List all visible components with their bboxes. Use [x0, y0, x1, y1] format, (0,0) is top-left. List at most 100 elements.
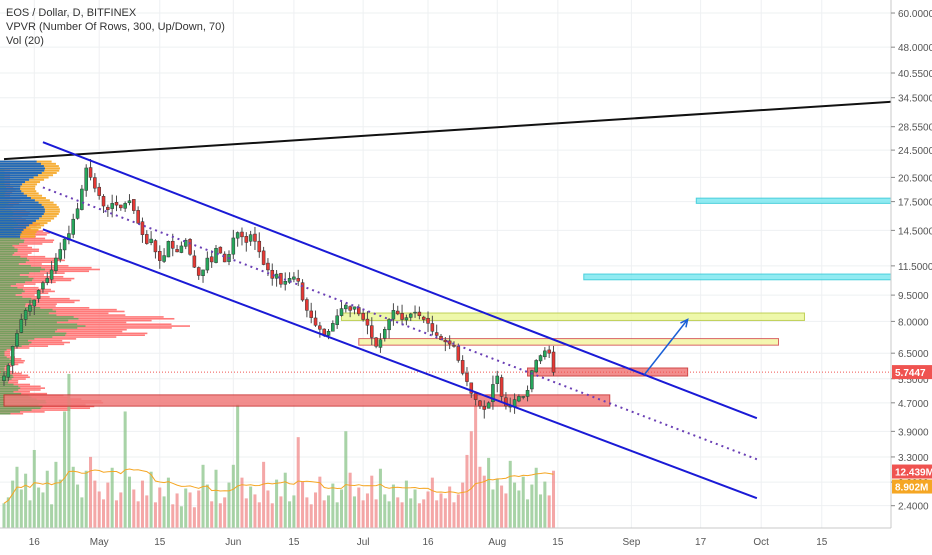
volume-profile-down — [0, 389, 41, 391]
candle-body — [478, 400, 482, 407]
volume-profile-up — [0, 257, 27, 260]
price-axis[interactable]: 60.0000 48.0000 40.5500 34.5000 28.5500 24.50… — [890, 0, 932, 550]
volume-bar — [301, 481, 305, 528]
price-tick-label: 60.0000 — [898, 9, 932, 20]
volume-profile-up — [0, 221, 17, 223]
legend: EOS / Dollar, D, BITFINEX VPVR (Number O… — [6, 6, 225, 48]
candles — [2, 158, 556, 419]
candle-body — [175, 249, 179, 253]
volume-bar — [283, 472, 287, 528]
volume-bar — [58, 479, 62, 528]
volume-profile-up — [0, 391, 14, 393]
volume-profile-down — [0, 193, 10, 196]
volume-profile-down — [0, 328, 127, 331]
volume-profile-down — [0, 184, 10, 187]
symbol-title[interactable]: EOS / Dollar, D, BITFINEX — [6, 7, 137, 19]
candle-body — [344, 304, 348, 310]
volume-profile-down — [0, 381, 19, 384]
candle-body — [408, 313, 413, 318]
vpvr-indicator-label[interactable]: VPVR (Number Of Rows, 300, Up/Down, 70) — [6, 21, 225, 33]
volume-profile-down — [0, 339, 63, 342]
candle-body — [41, 282, 45, 290]
volume-profile-up — [0, 275, 29, 278]
volume-profile-down — [0, 378, 26, 380]
volume-bar — [521, 476, 525, 528]
volume-profile-down — [0, 316, 164, 318]
candle-body — [32, 299, 37, 307]
candle-body — [62, 238, 67, 251]
volume-profile-down — [0, 279, 72, 282]
candle-body — [119, 204, 123, 209]
volume-bar — [378, 468, 382, 528]
channel-midline — [42, 186, 758, 461]
resistance-zone-cyan-upper — [695, 197, 905, 204]
volume-profile-up — [0, 363, 9, 366]
volume-profile-down — [0, 270, 90, 273]
candle-body — [421, 316, 426, 320]
candle-body — [153, 240, 158, 253]
volume-profile-down — [0, 286, 39, 289]
volume-bar — [214, 469, 218, 528]
volume-profile-high-up — [0, 197, 31, 200]
volume-profile-down — [0, 317, 175, 320]
candle-body — [283, 281, 288, 285]
volume-profile-up — [0, 372, 10, 375]
trendline-black — [3, 100, 892, 161]
volume-profile-up — [0, 307, 41, 309]
volume-profile-up — [0, 310, 57, 313]
volume-profile-up — [0, 352, 5, 355]
candle-body — [339, 308, 344, 316]
zone-yellow-upper — [340, 312, 805, 321]
volume-bar — [469, 431, 473, 528]
volume-profile-up — [0, 412, 11, 415]
volume-profile-down — [0, 343, 65, 346]
volume-profile-down — [0, 244, 28, 247]
volume-profile-down — [0, 265, 69, 267]
volume-profile-high-up — [0, 217, 40, 220]
volume-profile-high-up — [0, 208, 45, 211]
candle-body — [404, 317, 409, 321]
volume-bar — [288, 501, 292, 528]
candle-body — [266, 262, 270, 271]
volume-bar — [318, 476, 322, 528]
price-tick-label: 5.5000 — [898, 375, 929, 386]
volume-bars — [2, 373, 556, 528]
candle-body — [499, 377, 504, 397]
candle-body — [253, 233, 257, 242]
price-tick-label: 6.5000 — [898, 349, 929, 360]
volume-bar — [80, 497, 84, 528]
volume-bar — [106, 482, 110, 528]
volume-profile-up — [0, 343, 29, 346]
volume-bar — [71, 466, 75, 528]
time-tick-label: 15 — [816, 537, 828, 548]
volume-bar — [67, 373, 71, 528]
volume-profile-up — [0, 202, 9, 205]
volume-bar — [11, 480, 15, 528]
volume-profile-up — [0, 347, 14, 349]
volume-bar — [37, 487, 41, 528]
candle-body — [530, 370, 534, 390]
volume-profile-down — [0, 347, 30, 349]
volume-profile-down — [0, 305, 56, 307]
time-axis[interactable]: 16 May 15 Jun 15 Jul 16 Aug 15 Sep 17 Oct 15 — [0, 527, 891, 548]
candle-body — [357, 307, 361, 315]
volume-profile-down — [0, 321, 127, 324]
volume-indicator-label[interactable]: Vol (20) — [6, 35, 44, 47]
zone-yellow-lower — [358, 338, 780, 346]
candle-body — [352, 306, 357, 310]
volume-profile-down — [0, 332, 148, 335]
volume-bar — [430, 477, 434, 528]
volume-profile-down — [0, 303, 57, 305]
volume-profile-high-up — [0, 224, 30, 227]
volume-profile-up — [0, 254, 13, 256]
volume-bar — [110, 467, 114, 528]
volume-profile-down — [0, 250, 39, 253]
volume-profile-down — [0, 212, 30, 214]
volume-bar — [348, 472, 352, 528]
volume-bar — [534, 467, 538, 528]
volume-profile-up — [0, 361, 11, 364]
candle-body — [326, 331, 331, 336]
volume-bar — [266, 490, 270, 528]
